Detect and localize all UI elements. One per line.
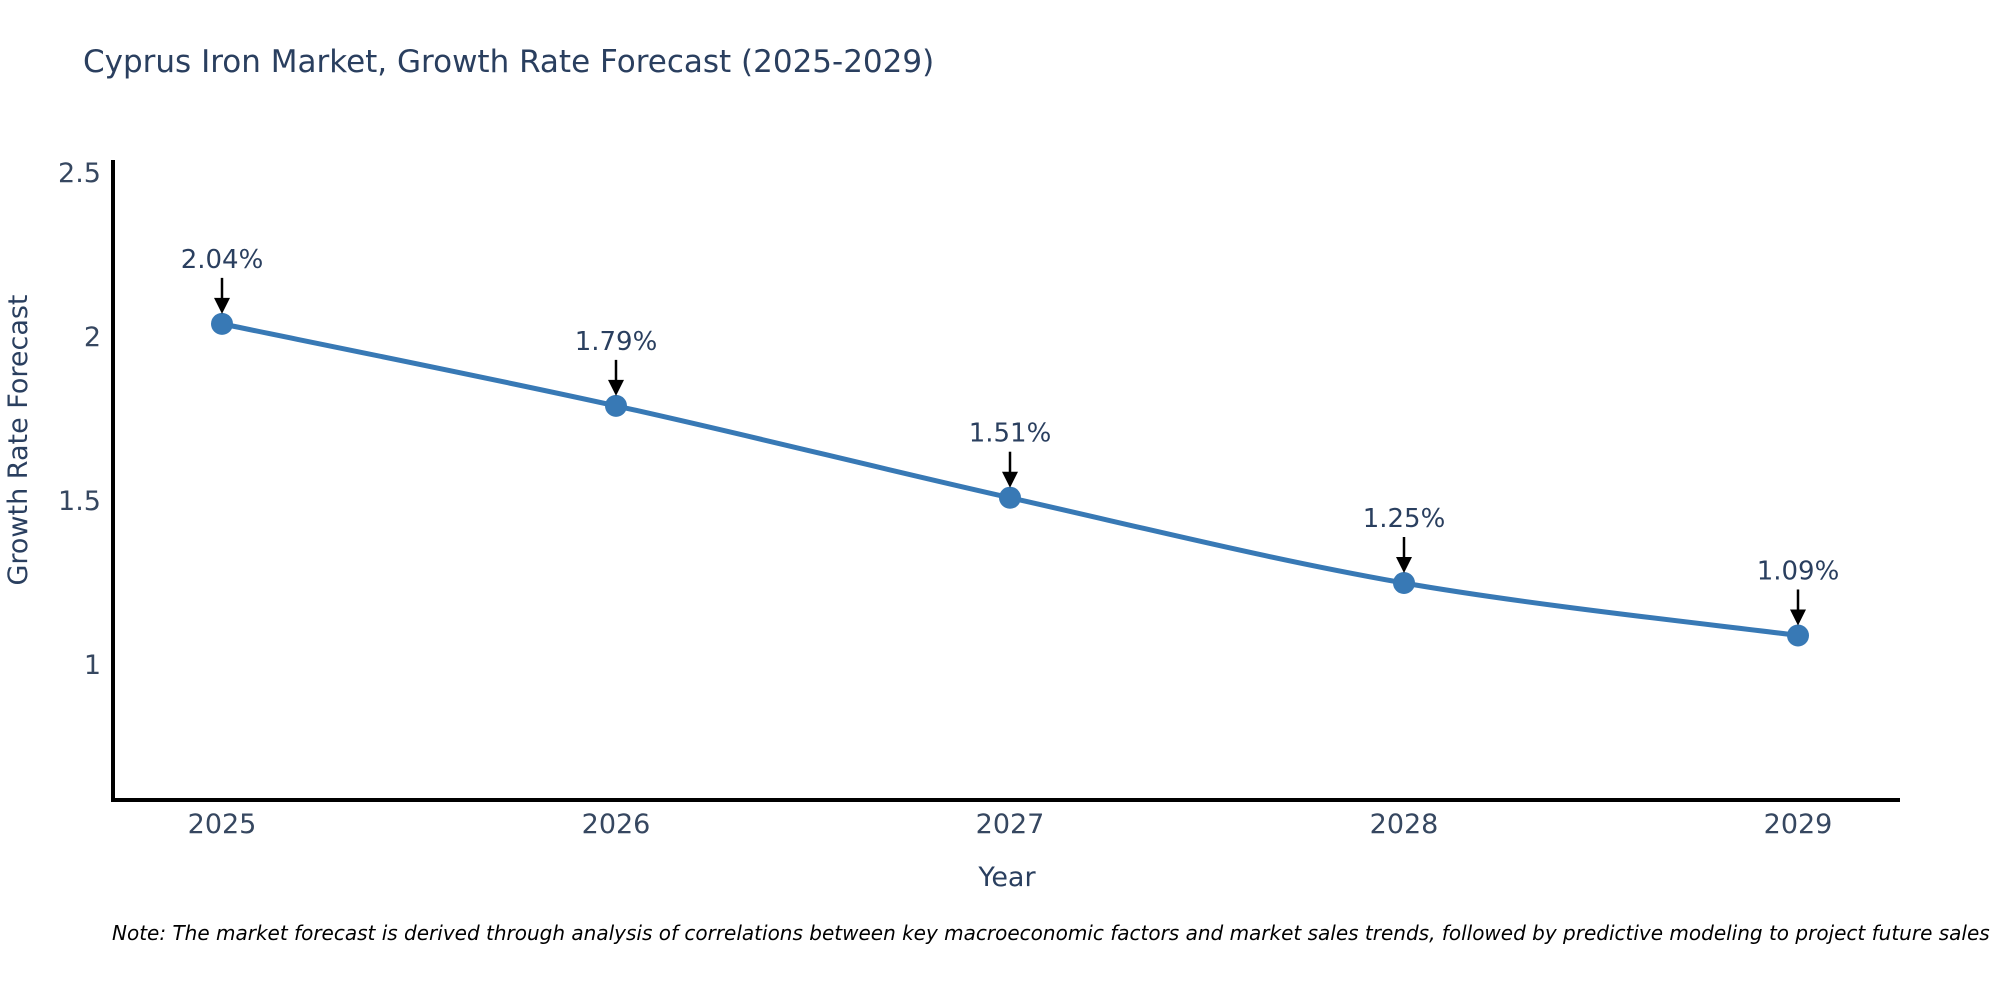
x-axis-title: Year xyxy=(977,862,1036,893)
annotation-arrowhead xyxy=(1790,609,1806,626)
annotations: 2.04% 1.79% 1.51% 1.25% 1.09% xyxy=(181,245,1840,626)
point-annotation-label: 1.09% xyxy=(1757,556,1840,586)
point-annotation-label: 2.04% xyxy=(181,245,264,275)
data-point-marker xyxy=(999,486,1021,509)
axes xyxy=(111,160,1900,802)
point-annotation-label: 1.25% xyxy=(1363,504,1446,534)
x-tick-label: 2029 xyxy=(1764,809,1833,840)
annotation-arrowhead xyxy=(608,379,624,396)
annotation-arrowhead xyxy=(1396,557,1412,573)
point-annotation-label: 1.51% xyxy=(969,419,1052,449)
data-point-marker xyxy=(1393,572,1415,594)
y-tick-label: 1 xyxy=(84,650,101,681)
data-point-marker xyxy=(211,312,233,335)
plot-area xyxy=(211,312,1809,647)
y-axis-title: Growth Rate Forecast xyxy=(3,294,34,585)
annotation-arrowhead xyxy=(1002,471,1018,488)
x-tick-label: 2025 xyxy=(188,809,257,840)
x-tick-label: 2027 xyxy=(976,809,1045,840)
data-point-marker xyxy=(605,394,627,417)
point-annotation-label: 1.79% xyxy=(575,327,658,357)
footnote: Note: The market forecast is derived thr… xyxy=(112,921,1990,945)
y-tick-label: 1.5 xyxy=(58,486,101,517)
x-tick-label: 2028 xyxy=(1370,809,1439,840)
y-tick-label: 2 xyxy=(84,322,101,353)
tick-labels: 2.5 2 1.5 1 2025 2026 2027 2028 2029 xyxy=(58,158,1832,840)
annotation-arrowhead xyxy=(214,297,230,314)
chart-title: Cyprus Iron Market, Growth Rate Forecast… xyxy=(83,44,934,80)
data-point-marker xyxy=(1787,624,1809,647)
x-tick-label: 2026 xyxy=(582,809,651,840)
y-tick-label: 2.5 xyxy=(58,158,101,189)
